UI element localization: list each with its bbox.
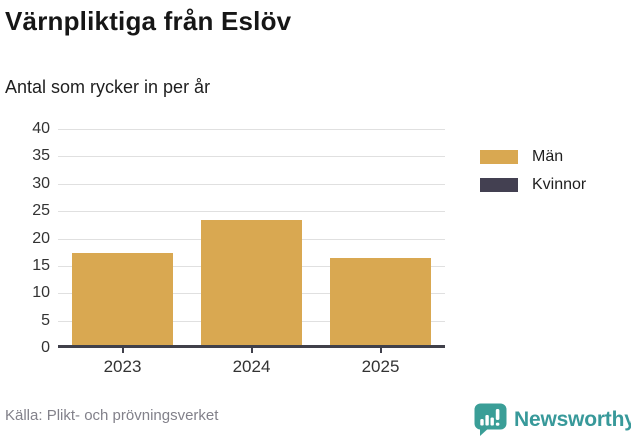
y-tick-label: 5	[41, 311, 50, 329]
y-tick-label: 10	[32, 284, 50, 302]
bar-segment-män-2024	[201, 220, 302, 346]
gridline	[58, 211, 445, 213]
x-tick	[121, 348, 124, 353]
y-tick-label: 0	[41, 339, 50, 356]
bar-segment-män-2023	[72, 252, 173, 346]
legend-swatch-icon	[480, 150, 518, 164]
x-tick-label-2024: 2024	[232, 357, 271, 376]
bar-chart-speech-bubble-icon	[474, 403, 507, 436]
gridline	[58, 156, 445, 158]
legend-label: Kvinnor	[532, 176, 587, 193]
y-tick-label: 25	[32, 202, 50, 220]
legend-item-män: Män	[480, 148, 586, 166]
x-tick-label-2025: 2025	[361, 357, 400, 376]
legend-label: Män	[532, 148, 564, 165]
y-tick-label: 30	[32, 174, 50, 192]
chart-title: Värnpliktiga från Eslöv	[5, 6, 292, 36]
newsworthy-logo: Newsworthy	[474, 403, 631, 437]
gridline	[58, 183, 445, 185]
y-tick-label: 40	[32, 120, 50, 137]
x-tick	[250, 348, 253, 353]
gridline	[58, 129, 445, 130]
legend: Män Kvinnor	[480, 148, 586, 204]
x-axis-line	[58, 345, 445, 348]
source-attribution: Källa: Plikt- och prövningsverket	[5, 407, 219, 424]
legend-swatch-icon	[480, 178, 518, 192]
y-tick-label: 35	[32, 147, 50, 165]
y-tick-label: 20	[32, 229, 50, 247]
chart-subtitle: Antal som rycker in per år	[5, 77, 211, 97]
plot-area: 2023 2024 2025	[58, 129, 445, 376]
y-tick-label: 15	[32, 256, 50, 274]
legend-item-kvinnor: Kvinnor	[480, 176, 586, 194]
y-axis-labels: 0 5 10 15 20 25 30 35 40	[0, 120, 50, 356]
bar-segment-män-2025	[330, 258, 431, 346]
newsworthy-wordmark: Newsworthy	[514, 408, 631, 431]
x-tick	[379, 348, 382, 353]
x-tick-label-2023: 2023	[103, 357, 142, 376]
